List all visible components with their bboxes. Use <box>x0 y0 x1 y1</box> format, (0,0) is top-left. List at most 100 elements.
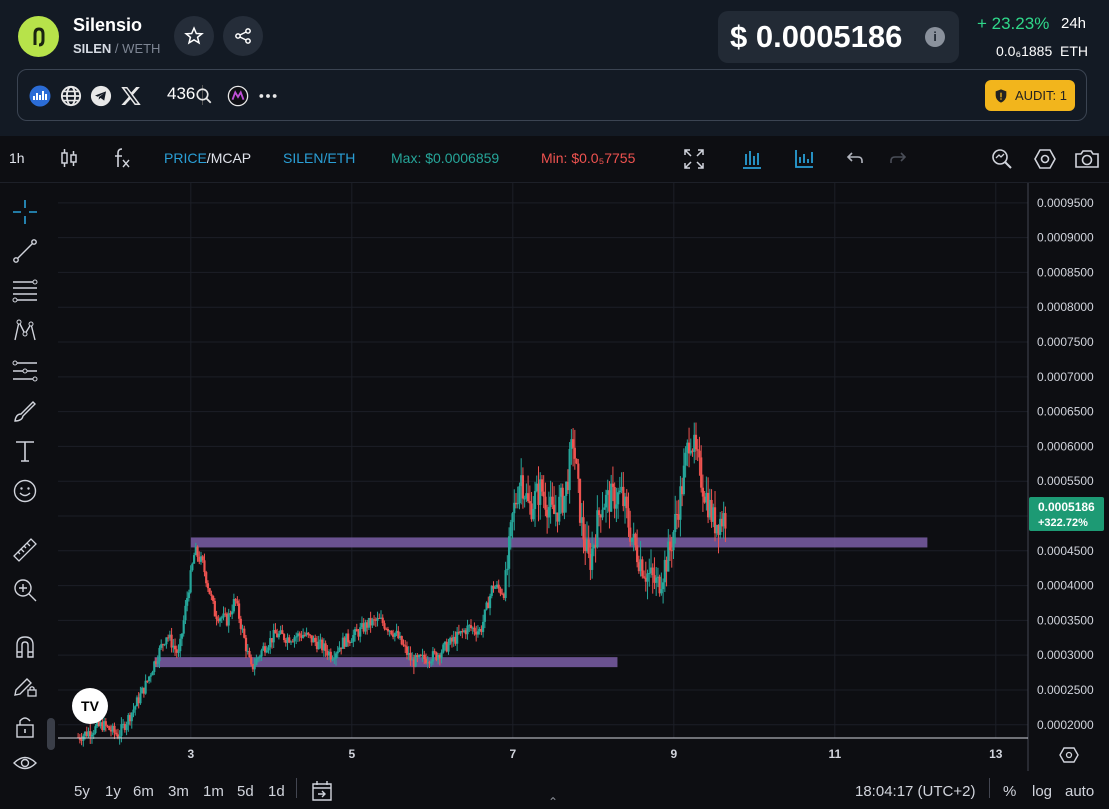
tradingview-logo[interactable]: TV <box>72 688 108 724</box>
time-axis[interactable]: 3 5 7 9 11 13 <box>187 747 1002 761</box>
candle-up <box>563 495 566 513</box>
favorite-button[interactable] <box>174 16 214 56</box>
goto-date-button[interactable] <box>310 779 334 807</box>
x-follower-count: 436 <box>167 84 196 103</box>
pair-toggle[interactable]: SILEN/ETH <box>283 150 356 166</box>
clock-time[interactable]: 18:04:17 (UTC+2) <box>855 783 976 800</box>
candle-up <box>163 644 166 646</box>
zoom-tool[interactable] <box>9 575 41 605</box>
candle-up <box>639 559 642 572</box>
candle-up <box>603 507 606 510</box>
range-6m[interactable]: 6m <box>133 783 154 800</box>
dextools-link[interactable] <box>227 85 249 107</box>
candle-up <box>456 631 459 644</box>
candle-up <box>471 627 474 629</box>
candle-down <box>566 481 570 491</box>
axis-settings-icon-center <box>1065 751 1073 759</box>
candle-up <box>180 633 184 639</box>
undo-button[interactable] <box>845 148 865 171</box>
fullscreen-button[interactable] <box>683 148 705 173</box>
range-3m[interactable]: 3m <box>168 783 189 800</box>
candle-up <box>168 634 171 638</box>
candle-down <box>390 630 393 635</box>
candle-up <box>184 605 187 621</box>
audit-badge[interactable]: AUDIT: 1 <box>985 80 1075 111</box>
auto-toggle[interactable]: auto <box>1065 783 1095 800</box>
candle-down <box>713 507 717 534</box>
candle-down <box>239 618 242 629</box>
ruler-tool[interactable] <box>9 535 41 565</box>
candle-up <box>591 548 594 570</box>
search-link[interactable] <box>193 85 215 107</box>
lock-all-tool[interactable] <box>9 711 41 741</box>
candle-down <box>461 631 464 633</box>
range-1m[interactable]: 1m <box>203 783 224 800</box>
range-5y[interactable]: 5y <box>74 783 90 800</box>
time-tick-label: 9 <box>670 747 677 761</box>
candle-up <box>558 496 561 522</box>
range-5d[interactable]: 5d <box>237 783 254 800</box>
level-band <box>154 657 618 668</box>
candle-down <box>537 483 540 505</box>
candle-up <box>120 724 123 736</box>
price-mcap-toggle[interactable]: PRICE/MCAP <box>164 150 251 166</box>
price-tick-label: 0.0007000 <box>1037 370 1094 384</box>
price-axis[interactable]: 0.0009500 0.0009000 0.0008500 0.0008000 0.00… <box>1037 196 1094 732</box>
screenshot-button[interactable] <box>1074 147 1100 174</box>
share-button[interactable] <box>223 16 263 56</box>
candle-up <box>722 513 725 527</box>
x-link[interactable] <box>120 85 142 107</box>
fib-tool[interactable] <box>9 276 41 306</box>
visibility-tool[interactable] <box>9 748 41 778</box>
range-1y[interactable]: 1y <box>105 783 121 800</box>
trendline-tool[interactable] <box>9 236 41 266</box>
price-tick-label: 0.0007500 <box>1037 335 1094 349</box>
website-link[interactable] <box>60 85 82 107</box>
lock-drawing-tool[interactable] <box>9 671 41 701</box>
indicators-button[interactable] <box>111 146 133 173</box>
dexscreener-link[interactable] <box>29 85 51 107</box>
emoji-tool[interactable] <box>9 476 41 506</box>
text-tool[interactable] <box>9 436 41 466</box>
candle-up <box>279 630 282 634</box>
candle-up <box>525 493 528 499</box>
candle-down <box>469 625 473 628</box>
candle-up <box>494 587 497 589</box>
brush-tool[interactable] <box>9 396 41 426</box>
toolbar-scrollbar[interactable] <box>47 718 55 750</box>
pattern-tool[interactable] <box>9 316 41 346</box>
magnet-tool[interactable] <box>9 631 41 661</box>
candle-up <box>430 661 433 664</box>
redo-button[interactable] <box>888 148 908 171</box>
settings-button[interactable] <box>1033 147 1057 174</box>
mcap-toggle-label: MCAP <box>210 150 252 166</box>
expand-arrow-icon[interactable]: ⌃ <box>548 795 559 809</box>
candle-down <box>173 645 177 650</box>
candle-down <box>329 651 332 660</box>
token-symbol: SILEN <box>73 41 112 56</box>
quick-search-button[interactable] <box>990 147 1014 174</box>
more-button[interactable] <box>257 85 279 107</box>
candle-type-button[interactable] <box>59 147 79 172</box>
range-1d[interactable]: 1d <box>268 783 285 800</box>
bars-chart-button[interactable] <box>741 148 763 173</box>
candle-down <box>424 659 428 664</box>
candle-down <box>397 630 400 639</box>
candle-up <box>513 502 516 514</box>
info-icon[interactable]: i <box>925 27 945 47</box>
crosshair-tool[interactable] <box>9 197 41 227</box>
candle-up <box>684 452 687 466</box>
time-tick-label: 13 <box>989 747 1003 761</box>
volume-chart-button[interactable] <box>793 148 815 173</box>
log-toggle[interactable]: log <box>1032 783 1053 800</box>
candle-down <box>597 510 601 516</box>
interval-button[interactable]: 1h <box>9 150 25 166</box>
candle-down <box>291 641 294 643</box>
axis-settings-button[interactable] <box>1059 747 1079 763</box>
camera-icon <box>1075 150 1099 168</box>
prediction-tool[interactable] <box>9 356 41 386</box>
telegram-link[interactable] <box>90 85 112 107</box>
candle-down <box>450 637 454 642</box>
percent-toggle[interactable]: % <box>1003 783 1017 800</box>
